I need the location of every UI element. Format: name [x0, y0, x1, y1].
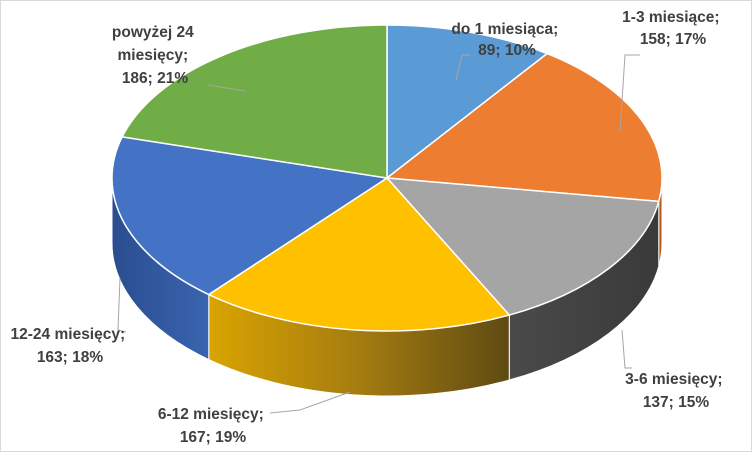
data-label-6-12-line2: 167; 19% [180, 429, 247, 446]
leader-line-1-3 [619, 54, 640, 133]
pie-slice-do-1-miesiaca [386, 24, 548, 179]
pie-slice-1-3-miesiace [386, 52, 663, 203]
data-label-1-3-line1: 1-3 miesiące; [622, 9, 719, 26]
data-label-3-6-line1: 3-6 miesięcy; [625, 371, 722, 388]
data-label-powyzej-24: powyżej 24 miesięcy; 186; 21% [112, 24, 198, 87]
data-label-24plus-line1: powyżej 24 [112, 24, 194, 41]
data-label-24plus-line3: 186; 21% [122, 70, 189, 87]
pie-slice-6-12-miesiecy [208, 177, 511, 332]
data-label-3-6-line2: 137; 15% [643, 394, 710, 411]
pie-slice-powyzej-24-miesiecy [121, 24, 388, 179]
data-label-6-12-miesiecy: 6-12 miesięcy; 167; 19% [158, 406, 268, 446]
data-label-do-1-line1: do 1 miesiąca; [451, 21, 558, 38]
pie-slices [111, 24, 663, 332]
leader-line-24plus [207, 84, 246, 92]
data-label-12-24-miesiecy: 12-24 miesięcy; 163; 18% [11, 326, 130, 366]
leader-line-3-6 [621, 329, 632, 369]
pie-slice-3-6-miesiecy [386, 177, 660, 316]
pie-slice-12-24-miesiecy [111, 136, 388, 296]
data-label-do-1-line2: 89; 10% [478, 42, 536, 59]
data-label-12-24-line1: 12-24 miesięcy; [11, 326, 126, 343]
leader-line-6-12 [269, 391, 351, 414]
data-label-6-12-line1: 6-12 miesięcy; [158, 406, 264, 423]
data-label-1-3-miesiace: 1-3 miesiące; 158; 17% [622, 9, 724, 48]
leader-line-do-1 [455, 54, 470, 81]
data-label-3-6-miesiecy: 3-6 miesięcy; 137; 15% [625, 371, 727, 411]
leader-line-12-24 [117, 277, 127, 333]
data-label-24plus-line2: miesięcy; [118, 47, 189, 64]
data-label-12-24-line2: 163; 18% [37, 349, 104, 366]
data-label-1-3-line2: 158; 17% [640, 31, 707, 48]
leader-lines [117, 54, 640, 414]
data-label-do-1-miesiaca: do 1 miesiąca; 89; 10% [451, 21, 562, 59]
